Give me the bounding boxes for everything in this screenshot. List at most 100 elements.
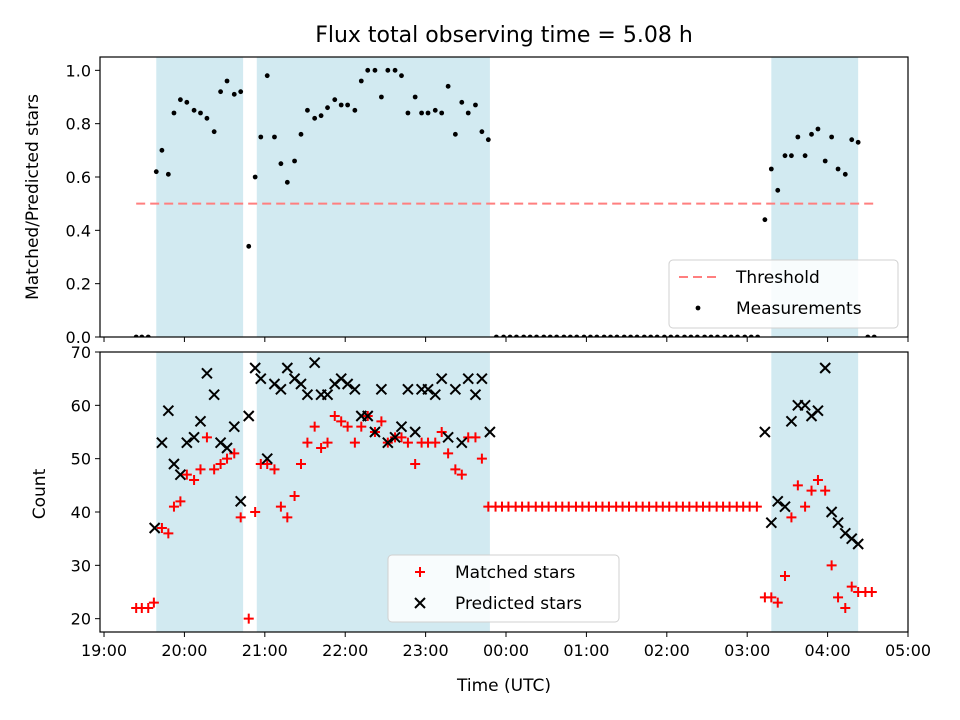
matched-star-point bbox=[295, 459, 306, 469]
measurement-point bbox=[352, 107, 358, 113]
matched-star-point bbox=[443, 448, 454, 459]
matched-star-point bbox=[329, 411, 340, 421]
measurement-point bbox=[789, 153, 794, 159]
matched-star-point bbox=[235, 512, 246, 523]
measurement-point bbox=[312, 115, 318, 121]
predicted-star-point bbox=[469, 388, 482, 401]
measurement-point bbox=[855, 139, 861, 145]
predicted-star-point bbox=[208, 388, 220, 401]
measurement-point bbox=[822, 158, 828, 164]
matched-star-point bbox=[356, 421, 367, 432]
matched-star-point bbox=[262, 459, 273, 469]
measurement-point bbox=[211, 129, 217, 135]
predicted-star-point bbox=[261, 452, 273, 465]
predicted-star-point bbox=[221, 442, 233, 454]
measurement-point bbox=[775, 187, 781, 193]
measurement-point bbox=[782, 153, 788, 159]
measurement-point bbox=[292, 158, 297, 164]
top-shaded-interval bbox=[156, 57, 244, 337]
measurement-point bbox=[392, 67, 398, 73]
measurement-point bbox=[432, 107, 438, 113]
predicted-star-point bbox=[168, 458, 180, 470]
top-y-tick-label: 0.4 bbox=[66, 221, 91, 240]
measurement-point bbox=[272, 134, 277, 140]
matched-star-point bbox=[470, 432, 481, 443]
matched-star-point bbox=[148, 597, 159, 608]
matched-star-point bbox=[181, 469, 192, 480]
measurement-point bbox=[405, 110, 411, 116]
matched-star-point bbox=[289, 491, 300, 501]
predicted-star-point bbox=[228, 420, 240, 433]
predicted-star-point bbox=[255, 372, 267, 385]
measurement-point bbox=[479, 129, 485, 135]
bottom-panel: 20 30 40 50 60 70 19:00 20:00 21:00 22:00 23:00 00:… bbox=[71, 343, 931, 660]
measurement-point bbox=[325, 105, 330, 111]
predicted-star-point bbox=[825, 506, 838, 518]
top-panel: 0.0 0.2 0.4 0.6 0.8 1.0 Threshold Measurements bbox=[66, 56, 909, 347]
predicted-star-point bbox=[852, 538, 864, 550]
matched-star-point bbox=[820, 485, 831, 496]
predicted-star-point bbox=[308, 356, 321, 369]
measurement-point bbox=[238, 89, 244, 95]
measurement-point bbox=[358, 78, 364, 84]
measurement-point bbox=[762, 217, 768, 223]
predicted-star-point bbox=[759, 426, 771, 438]
measurement-point bbox=[338, 102, 344, 108]
legend-matched-swatch bbox=[415, 567, 425, 577]
predicted-star-point bbox=[249, 362, 261, 374]
bottom-y-tick-label: 40 bbox=[71, 503, 91, 522]
measurement-point bbox=[246, 243, 252, 249]
measurement-point bbox=[218, 89, 223, 95]
measurement-point bbox=[809, 131, 814, 137]
bottom-y-tick-label: 70 bbox=[71, 343, 91, 362]
matched-star-point bbox=[812, 475, 823, 485]
bottom-axes-frame bbox=[99, 351, 909, 633]
predicted-star-point bbox=[395, 420, 408, 433]
measurement-point bbox=[439, 110, 445, 116]
matched-star-point bbox=[342, 421, 353, 432]
top-legend: Threshold Measurements bbox=[668, 259, 899, 329]
matched-star-point bbox=[772, 597, 783, 608]
predicted-star-point bbox=[201, 367, 213, 380]
legend-measurement-label: Measurements bbox=[736, 299, 862, 319]
matched-star-point bbox=[143, 603, 154, 613]
x-tick-label: 05:00 bbox=[885, 641, 931, 660]
matched-star-point bbox=[215, 459, 226, 469]
matched-star-point bbox=[163, 528, 174, 539]
predicted-star-point bbox=[295, 378, 307, 390]
bottom-y-tick-label: 30 bbox=[71, 556, 91, 575]
matched-star-point bbox=[243, 613, 254, 624]
measurement-point bbox=[153, 169, 159, 175]
x-axis-label: Time (UTC) bbox=[456, 676, 551, 696]
matched-star-point bbox=[846, 581, 857, 592]
predicted-star-point bbox=[188, 431, 200, 444]
predicted-star-point bbox=[484, 426, 496, 438]
predicted-star-point bbox=[442, 431, 454, 444]
x-tick-label: 20:00 bbox=[161, 641, 207, 660]
matched-star-point bbox=[189, 475, 200, 485]
predicted-star-point bbox=[449, 383, 462, 396]
measurement-point bbox=[842, 171, 848, 177]
measurement-point bbox=[445, 83, 451, 89]
predicted-star-point bbox=[409, 426, 421, 438]
bottom-plot-area bbox=[131, 352, 877, 632]
measurement-point bbox=[849, 137, 855, 143]
matched-star-point bbox=[302, 437, 313, 448]
measurement-point bbox=[171, 110, 177, 116]
matched-star-point bbox=[209, 464, 220, 475]
top-shaded-interval bbox=[256, 57, 490, 337]
chart-title: Flux total observing time = 5.08 h bbox=[315, 23, 693, 48]
measurement-point bbox=[412, 94, 418, 100]
matched-star-point bbox=[430, 437, 441, 448]
legend-predicted-label: Predicted stars bbox=[455, 594, 582, 614]
matched-star-point bbox=[840, 603, 851, 613]
measurement-point bbox=[284, 179, 290, 185]
predicted-star-point bbox=[301, 388, 314, 401]
matched-star-point bbox=[792, 480, 803, 491]
measurement-point bbox=[829, 134, 835, 140]
measurement-point bbox=[298, 131, 304, 137]
matched-star-point bbox=[316, 443, 327, 453]
matched-star-point bbox=[476, 453, 487, 464]
predicted-star-point bbox=[156, 436, 168, 449]
